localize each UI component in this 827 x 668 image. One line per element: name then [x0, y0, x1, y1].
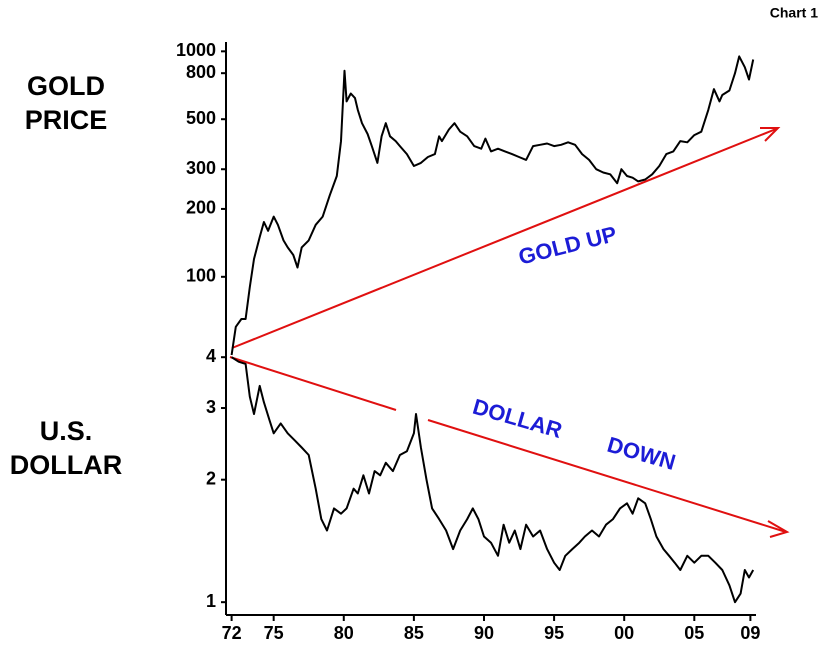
y-tick-label: 2: [206, 468, 216, 488]
y-tick-label: 3: [206, 397, 216, 417]
y-tick-label: 1: [206, 591, 216, 611]
panel-label: DOLLAR: [10, 450, 122, 480]
x-tick-label: 85: [404, 623, 424, 643]
arrow-head: [767, 520, 790, 538]
trend-arrows: [229, 127, 790, 538]
annotation: DOWN: [605, 432, 679, 475]
y-tick-label: 100: [186, 266, 216, 286]
dollar-down-arrow: [427, 419, 787, 533]
panel-label: U.S.: [40, 416, 93, 446]
dollar-down-arrow: [229, 356, 397, 411]
panel-label: PRICE: [25, 105, 108, 135]
y-tick-label: 4: [206, 346, 216, 366]
gold-up-arrow: [231, 128, 777, 349]
arrow-head: [760, 127, 781, 142]
x-tick-label: 00: [614, 623, 634, 643]
y-tick-label: 300: [186, 158, 216, 178]
annotation: DOLLAR: [470, 394, 565, 443]
page-label: Chart 1: [770, 5, 818, 21]
y-tick-label: 200: [186, 198, 216, 218]
y-tick-label: 1000: [176, 40, 216, 60]
x-tick-label: 09: [740, 623, 760, 643]
x-tick-label: 80: [334, 623, 354, 643]
x-tick-label: 75: [264, 623, 284, 643]
x-tick-label: 95: [544, 623, 564, 643]
x-tick-label: 05: [684, 623, 704, 643]
panel-label: GOLD: [27, 71, 105, 101]
y-tick-label: 500: [186, 108, 216, 128]
y-tick-label: 800: [186, 62, 216, 82]
x-tick-label: 72: [222, 623, 242, 643]
data-line: [230, 55, 755, 356]
x-tick-label: 90: [474, 623, 494, 643]
data-line: [231, 356, 755, 604]
